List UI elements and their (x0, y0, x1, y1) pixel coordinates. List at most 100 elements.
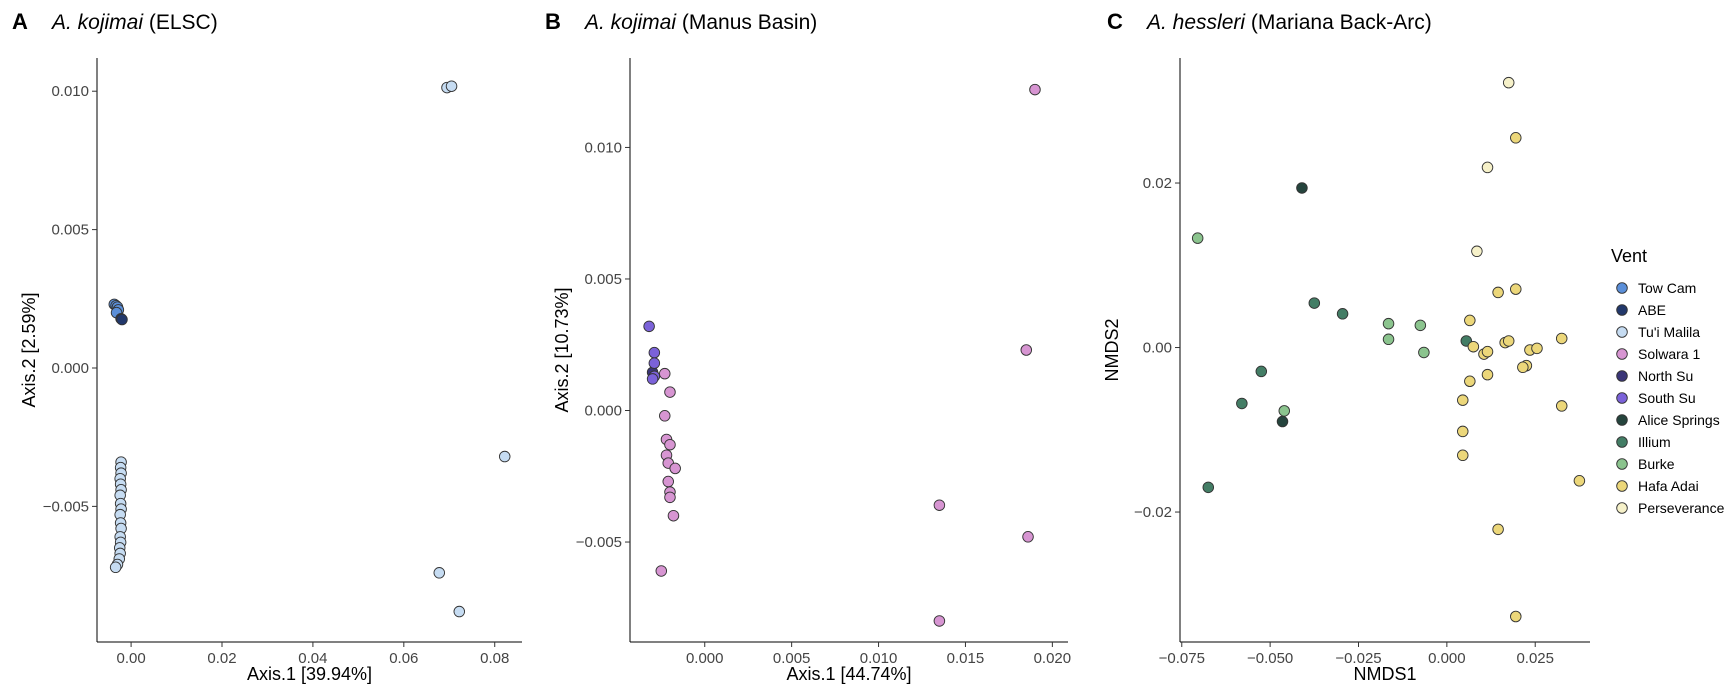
region-name: (ELSC) (143, 11, 218, 34)
legend-item: ABE (1616, 302, 1666, 318)
data-point (664, 438, 676, 451)
data-point (498, 450, 511, 463)
data-point (648, 357, 661, 369)
y-tick-label: 0.005 (584, 271, 622, 288)
legend-item: Alice Springs (1616, 412, 1720, 428)
y-tick-label: −0.02 (1134, 504, 1172, 521)
data-point (659, 410, 671, 422)
x-tick-label: 0.02 (207, 650, 236, 667)
data-point (655, 565, 668, 577)
data-point (1492, 523, 1504, 536)
legend-swatch (1616, 304, 1628, 316)
data-point (109, 561, 122, 574)
data-point (1236, 397, 1248, 410)
series-south-su (643, 320, 661, 385)
legend-label: ABE (1638, 302, 1666, 318)
y-axis-title: Axis.2 [2.59%] (19, 292, 39, 407)
data-point (1278, 405, 1291, 417)
x-tick-label: 0.010 (860, 650, 898, 667)
data-point (1382, 333, 1395, 346)
series-burke (1191, 232, 1430, 417)
legend-swatch (1616, 502, 1628, 514)
data-point (1555, 400, 1568, 412)
data-point (1457, 425, 1469, 438)
series-perseverance (1471, 76, 1515, 258)
legend-item: Hafa Adai (1616, 478, 1699, 494)
data-point (1555, 332, 1568, 345)
panel-letter: A (12, 9, 28, 34)
x-axis-title: Axis.1 [39.94%] (247, 664, 372, 684)
y-axis-title: Axis.2 [10.73%] (552, 287, 572, 412)
legend-swatch (1616, 370, 1628, 382)
x-tick-label: 0.005 (773, 650, 811, 667)
legend-label: Solwara 1 (1638, 346, 1700, 362)
data-point (1481, 345, 1494, 358)
y-tick-label: 0.000 (51, 360, 89, 377)
y-tick-label: −0.005 (576, 534, 622, 551)
panel-a: A A. kojimai (ELSC) 0.00 0.02 0.04 0.06 0.08 −0… (12, 9, 522, 684)
species-name: A. hessleri (1145, 11, 1246, 34)
panel-title: A. hessleri (Mariana Back-Arc) (1145, 11, 1432, 34)
x-tick-label: 0.025 (1516, 650, 1554, 667)
legend-swatch (1616, 414, 1628, 426)
data-point (643, 320, 655, 333)
x-tick-label: −0.050 (1247, 650, 1293, 667)
legend-label: Perseverance (1638, 500, 1725, 516)
legend-label: Tu'i Malila (1638, 324, 1700, 340)
panel-title: A. kojimai (Manus Basin) (583, 11, 817, 34)
region-name: (Manus Basin) (676, 11, 817, 34)
data-point (453, 605, 466, 618)
data-point (1502, 335, 1515, 347)
data-point (1464, 314, 1476, 327)
data-point (1467, 340, 1480, 353)
data-point (669, 462, 681, 475)
legend-item: Solwara 1 (1616, 346, 1700, 362)
data-point (1418, 346, 1430, 359)
data-point (1481, 368, 1494, 381)
legend-label: Burke (1638, 456, 1675, 472)
data-point (433, 567, 446, 579)
data-point (1308, 297, 1321, 309)
data-point (1255, 365, 1268, 378)
data-point (1510, 283, 1522, 295)
data-point (664, 386, 676, 398)
x-tick-label: 0.06 (389, 650, 418, 667)
x-tick-label: 0.020 (1034, 650, 1072, 667)
species-name: A. kojimai (583, 11, 677, 34)
legend-item: South Su (1616, 390, 1696, 406)
data-point (1414, 319, 1427, 332)
series-alice-springs (1276, 182, 1308, 428)
data-point (1191, 232, 1204, 244)
legend-item: Burke (1616, 456, 1675, 472)
data-point (1517, 361, 1529, 374)
data-point (445, 80, 458, 92)
series-abe (115, 312, 128, 326)
legend-label: North Su (1638, 368, 1693, 384)
panels-group: A A. kojimai (ELSC) 0.00 0.02 0.04 0.06 0.08 −0… (12, 9, 1590, 684)
legend-swatch (1616, 348, 1628, 360)
data-point (1029, 83, 1041, 96)
panel-letter: B (545, 9, 561, 34)
data-point (933, 499, 946, 511)
data-point (1202, 481, 1215, 494)
y-tick-label: 0.010 (584, 139, 622, 156)
x-tick-label: 0.04 (298, 650, 327, 667)
legend-label: Tow Cam (1638, 280, 1696, 296)
legend-title: Vent (1611, 246, 1647, 266)
data-point (1276, 415, 1289, 428)
legend-swatch (1616, 282, 1628, 294)
data-point (648, 346, 661, 359)
region-name: (Mariana Back-Arc) (1245, 11, 1432, 34)
y-tick-label: 0.005 (51, 222, 89, 239)
legend-swatch (1616, 392, 1628, 404)
data-point (1492, 286, 1504, 299)
legend: Vent Tow Cam ABE Tu'i Malila Solwara 1 North … (1611, 246, 1725, 516)
panel-letter: C (1107, 9, 1123, 34)
data-point (664, 491, 676, 504)
legend-label: Hafa Adai (1638, 478, 1699, 494)
data-point (667, 509, 680, 522)
legend-swatch (1616, 326, 1628, 338)
x-tick-label: 0.000 (1428, 650, 1466, 667)
x-axis-title: NMDS1 (1353, 664, 1416, 684)
